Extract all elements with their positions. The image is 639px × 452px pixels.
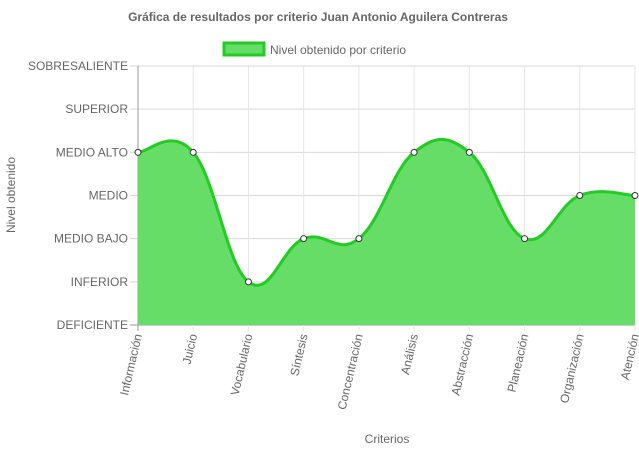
y-tick-label: SUPERIOR bbox=[65, 102, 128, 116]
x-axis-tick-labels: Información Juicio Vocabulario Síntesis Conc… bbox=[117, 332, 639, 411]
series-area bbox=[138, 139, 635, 325]
legend[interactable]: Nivel obtenido por criterio bbox=[222, 41, 406, 57]
y-axis-title: Nivel obtenido bbox=[4, 157, 18, 233]
y-tick-label: DEFICIENTE bbox=[57, 318, 128, 332]
x-tick-label: Concentración bbox=[335, 333, 366, 412]
data-point[interactable] bbox=[631, 192, 639, 199]
data-point[interactable] bbox=[576, 192, 584, 199]
series-line bbox=[137, 138, 636, 287]
x-tick-label: Análisis bbox=[398, 333, 421, 376]
x-tick-label: Vocabulario bbox=[228, 332, 256, 397]
data-point[interactable] bbox=[189, 148, 197, 156]
data-point[interactable] bbox=[134, 148, 142, 156]
chart-title: Gráfica de resultados por criterio Juan … bbox=[128, 10, 508, 24]
x-tick-label: Atención bbox=[618, 333, 639, 382]
y-tick-label: MEDIO BAJO bbox=[54, 232, 128, 246]
y-tick-label: INFERIOR bbox=[71, 275, 129, 289]
y-axis-tick-labels: DEFICIENTE INFERIOR MEDIO BAJO MEDIO MEDIO A… bbox=[28, 59, 128, 332]
data-point[interactable] bbox=[244, 278, 252, 286]
data-points bbox=[134, 148, 639, 286]
legend-label: Nivel obtenido por criterio bbox=[270, 43, 406, 57]
y-tick-label: SOBRESALIENTE bbox=[28, 59, 128, 73]
x-tick-label: Síntesis bbox=[287, 333, 310, 378]
x-tick-label: Juicio bbox=[180, 332, 201, 365]
data-point[interactable] bbox=[521, 235, 529, 243]
legend-swatch bbox=[222, 41, 266, 57]
x-tick-label: Abstracción bbox=[449, 333, 477, 397]
data-point[interactable] bbox=[355, 235, 363, 243]
x-tick-label: Información bbox=[117, 333, 145, 397]
x-tick-label: Organización bbox=[557, 333, 587, 405]
data-point[interactable] bbox=[300, 235, 308, 243]
data-point[interactable] bbox=[410, 148, 418, 156]
x-tick-label: Planeación bbox=[504, 333, 531, 394]
data-point[interactable] bbox=[465, 148, 473, 156]
y-tick-label: MEDIO ALTO bbox=[56, 145, 128, 159]
y-tick-label: MEDIO bbox=[89, 189, 128, 203]
x-axis-title: Criterios bbox=[365, 432, 410, 446]
